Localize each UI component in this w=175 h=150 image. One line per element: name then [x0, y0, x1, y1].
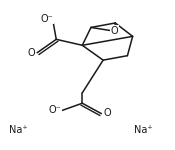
Text: O: O [103, 108, 111, 118]
Text: O: O [111, 26, 118, 36]
Text: Na⁺: Na⁺ [134, 125, 152, 135]
Text: Na⁺: Na⁺ [9, 125, 27, 135]
Text: O⁻: O⁻ [48, 105, 61, 115]
Text: O⁻: O⁻ [40, 14, 53, 24]
Text: O: O [28, 48, 35, 58]
